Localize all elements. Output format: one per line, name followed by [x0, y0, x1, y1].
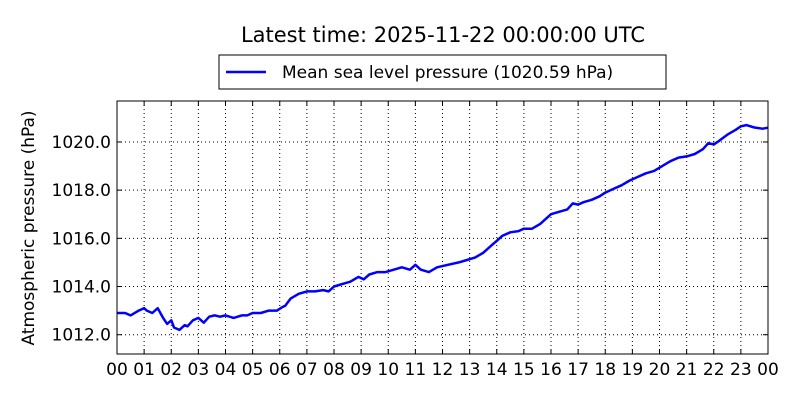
y-tick-label: 1020.0 — [52, 133, 111, 153]
x-axis: 00 01 02 03 04 05 06 07 08 09 10 11 12 13 14 15 16 17 18 19… — [106, 101, 779, 380]
series-line-mslp — [117, 123, 769, 332]
grid — [117, 101, 768, 354]
x-tick-label: 20 — [649, 360, 671, 380]
x-tick-label: 08 — [323, 360, 345, 380]
y-axis-label: Atmospheric pressure (hPa) — [19, 110, 39, 345]
x-tick-label: 19 — [622, 360, 644, 380]
x-tick-label: 10 — [377, 360, 399, 380]
x-tick-label: 00 — [757, 360, 779, 380]
x-tick-label: 05 — [242, 360, 264, 380]
x-tick-label: 14 — [486, 360, 508, 380]
x-tick-label: 01 — [133, 360, 155, 380]
x-tick-label: 04 — [215, 360, 237, 380]
legend-label: Mean sea level pressure (1020.59 hPa) — [282, 63, 613, 83]
y-tick-label: 1014.0 — [52, 278, 111, 298]
x-tick-label: 13 — [459, 360, 481, 380]
x-tick-label: 07 — [296, 360, 318, 380]
x-tick-label: 00 — [106, 360, 128, 380]
x-tick-label: 22 — [703, 360, 725, 380]
x-tick-label: 15 — [513, 360, 535, 380]
y-tick-label: 1018.0 — [52, 181, 111, 201]
y-axis: 1012.0 1014.0 1016.0 1018.0 1020.0 — [52, 133, 768, 346]
x-tick-label: 06 — [269, 360, 291, 380]
x-tick-label: 12 — [432, 360, 454, 380]
x-tick-label: 09 — [350, 360, 372, 380]
x-tick-label: 21 — [676, 360, 698, 380]
x-tick-label: 17 — [567, 360, 589, 380]
x-tick-label: 03 — [188, 360, 210, 380]
y-tick-label: 1016.0 — [52, 229, 111, 249]
chart-title: Latest time: 2025-11-22 00:00:00 UTC — [241, 23, 645, 47]
x-tick-label: 23 — [730, 360, 752, 380]
legend: Mean sea level pressure (1020.59 hPa) — [218, 54, 667, 90]
x-tick-label: 16 — [540, 360, 562, 380]
x-tick-label: 02 — [160, 360, 182, 380]
x-tick-label: 18 — [594, 360, 616, 380]
x-tick-label: 11 — [405, 360, 427, 380]
series-layer — [117, 123, 769, 332]
y-tick-label: 1012.0 — [52, 326, 111, 346]
legend-box — [218, 54, 667, 90]
